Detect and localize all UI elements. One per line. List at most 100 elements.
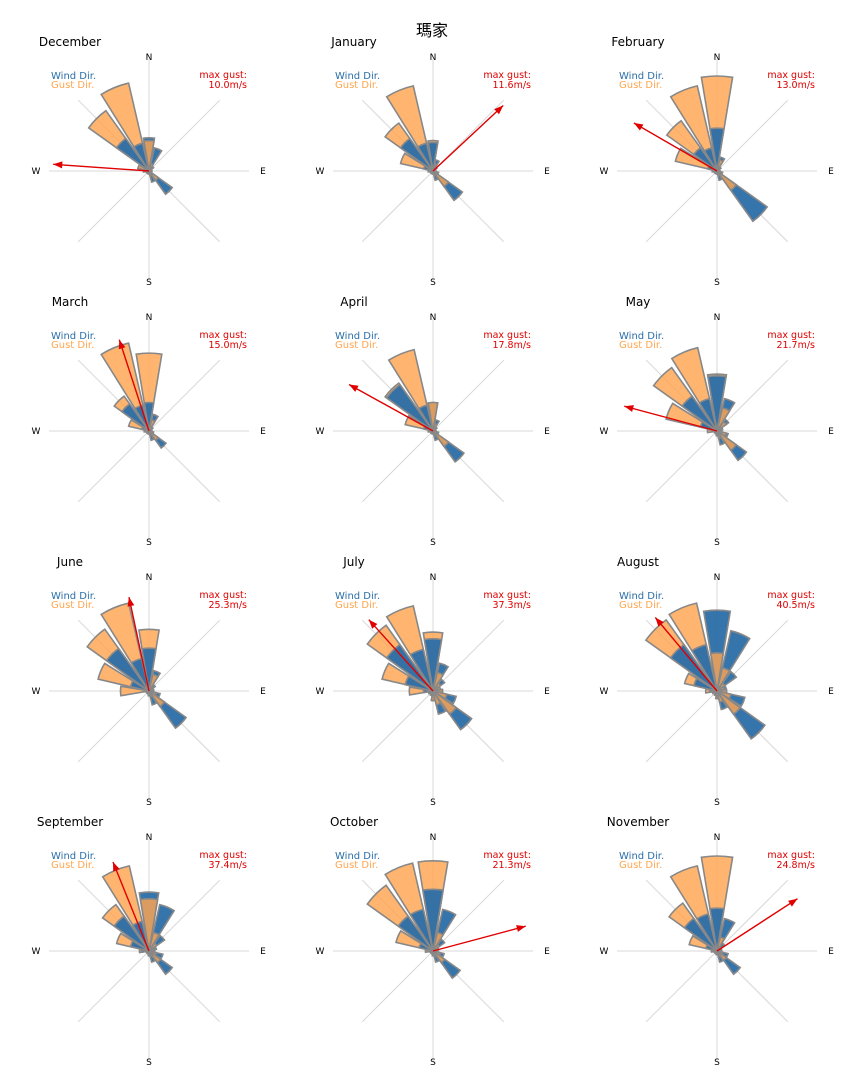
max-gust-arrowhead [788,898,798,907]
wind-bar [422,688,434,694]
max-gust-label: max gust: [199,70,247,81]
wind-bar [115,137,150,172]
wind-bar [409,648,434,692]
compass-label-w: W [32,687,41,697]
max-gust-arrow [654,617,718,692]
max-gust-label: max gust: [199,330,247,341]
max-gust-arrowhead [633,123,644,131]
max-gust-value: 37.3m/s [492,600,531,611]
max-gust-value: 37.4m/s [208,860,247,871]
wind-bar [141,647,157,692]
wind-bar [692,146,718,172]
wind-bar [427,141,439,172]
panel-month-title: June [56,555,83,569]
wind-rose-panel: N E S W June Wind Dir.Gust Dir. max gust:25.3m… [32,555,267,808]
compass-label-s: S [714,538,720,548]
max-gust-label: max gust: [767,70,815,81]
wind-bar [418,942,434,952]
gust-bar [716,170,738,192]
wind-rose-panel: N E S W August Wind Dir.Gust Dir. max gust:40.… [600,555,835,808]
max-gust-arrow [112,861,150,952]
max-gust-arrow [716,898,798,952]
gust-bar [429,170,434,174]
wind-bar [140,948,150,954]
legend-wind-label: Wind Dir. [51,591,96,602]
wind-bar [105,647,150,692]
gust-bar [136,163,150,172]
wind-bar [681,395,718,432]
max-gust-value: 21.3m/s [492,860,531,871]
gust-bar [139,897,159,952]
panel-month-title: March [52,295,89,309]
gust-bar [716,430,738,452]
wind-rose-panel: N E S W September Wind Dir.Gust Dir. max gust:… [32,815,267,1068]
max-gust-arrowhead [127,597,135,607]
max-gust-arrowhead [516,925,526,932]
wind-bar [703,146,718,172]
max-gust-arrow [368,619,434,692]
max-gust-label: max gust: [483,330,531,341]
compass-label-n: N [430,53,437,63]
compass-label-e: E [260,947,266,957]
legend-gust-label: Gust Dir. [619,860,662,871]
gust-bar [145,950,150,954]
gust-bar [714,690,720,700]
compass-label-s: S [714,798,720,808]
legend-wind-label: Wind Dir. [51,851,96,862]
max-gust-label: max gust: [483,850,531,861]
compass-label-w: W [32,427,41,437]
gust-bar [432,688,444,694]
max-gust-arrow [432,104,504,172]
compass-label-s: S [714,1058,720,1068]
legend-gust-label: Gust Dir. [335,600,378,611]
wind-bar [385,643,434,692]
wind-bar [132,142,150,172]
gust-bar [408,686,434,696]
wind-bar [709,907,725,952]
compass-label-w: W [600,687,609,697]
compass-label-e: E [828,687,834,697]
legend-gust-label: Gust Dir. [619,80,662,91]
max-gust-arrowhead [624,405,634,412]
compass-label-w: W [32,167,41,177]
wind-bar [707,375,727,432]
wind-bar [399,137,434,172]
max-gust-value: 24.8m/s [776,860,815,871]
compass-label-n: N [430,313,437,323]
max-gust-arrow [624,405,718,432]
compass-label-w: W [316,427,325,437]
wind-bar [143,401,155,432]
max-gust-value: 21.7m/s [776,340,815,351]
chart-title: 瑪家 [416,21,448,40]
gust-bar [148,950,162,964]
gust-bar [432,170,450,188]
legend-gust-label: Gust Dir. [51,80,94,91]
legend-gust-label: Gust Dir. [335,340,378,351]
compass-label-e: E [544,947,550,957]
wind-bar [129,679,150,692]
max-gust-value: 40.5m/s [776,600,815,611]
compass-label-n: N [714,313,721,323]
compass-label-n: N [146,833,153,843]
max-gust-value: 13.0m/s [776,80,815,91]
gust-bar [716,429,722,433]
gust-bar [716,949,722,953]
max-gust-value: 10.0m/s [208,80,247,91]
panel-month-title: August [617,555,659,569]
compass-label-s: S [146,798,152,808]
compass-label-e: E [544,167,550,177]
max-gust-arrow [53,163,150,172]
max-gust-arrowhead [349,384,359,392]
wind-bar [704,943,718,952]
gust-bar [432,690,448,700]
legend-gust-label: Gust Dir. [619,600,662,611]
max-gust-arrow [118,339,150,432]
compass-label-e: E [260,687,266,697]
gust-bar [148,429,153,433]
wind-bar [690,643,718,692]
max-gust-arrowhead [368,619,378,629]
max-gust-arrow [348,383,434,432]
compass-label-n: N [714,833,721,843]
legend-gust-label: Gust Dir. [51,600,94,611]
